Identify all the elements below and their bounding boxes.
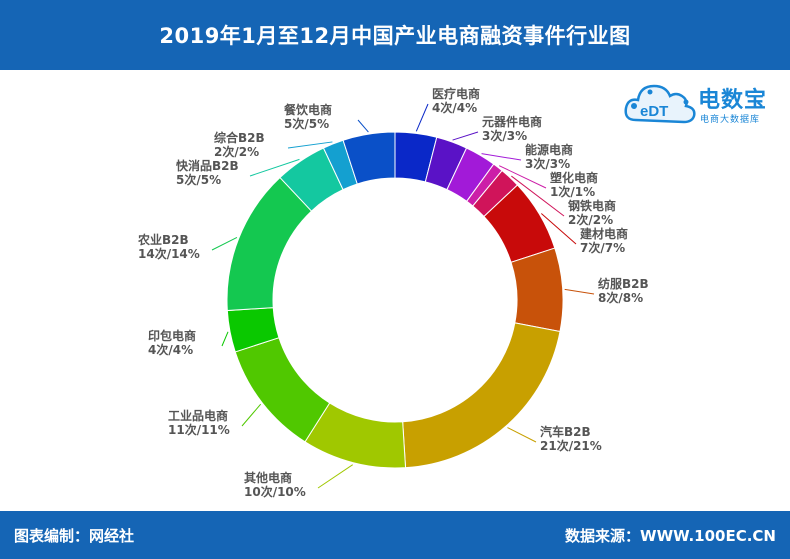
slice-name-label: 塑化电商 (550, 170, 598, 185)
slice-value-label: 10次/10% (244, 484, 306, 499)
slice-value-label: 5次/5% (284, 116, 329, 131)
slice-name-label: 综合B2B (214, 130, 265, 145)
slice-name-label: 医疗电商 (432, 86, 480, 101)
slice-value-label: 8次/8% (598, 290, 643, 305)
leader-line-4 (498, 165, 547, 189)
cloud-logo-icon: eDT (624, 84, 696, 124)
logo-main-text: 电数宝 (698, 88, 768, 113)
leader-line-11 (221, 331, 229, 347)
slice-name-label: 能源电商 (525, 142, 573, 157)
leader-line-6 (540, 213, 577, 245)
slice-value-label: 4次/4% (148, 342, 193, 357)
slice-name-label: 印包电商 (148, 328, 196, 343)
logo-sub-text: 电商大数据库 (700, 115, 761, 125)
slice-name-label: 汽车B2B (540, 424, 591, 439)
slice-name-label: 快消品B2B (176, 158, 239, 173)
logo: eDT 电数宝 电商大数据库 (622, 76, 772, 136)
slice-15 (342, 131, 396, 185)
slice-name-label: 农业B2B (137, 232, 189, 247)
donut-chart: 医疗电商4次/4%元器件电商3次/3%能源电商3次/3%塑化电商1次/1%钢铁电… (137, 86, 649, 499)
slice-name-label: 工业品电商 (168, 408, 228, 423)
slice-value-label: 3次/3% (525, 156, 570, 171)
leader-line-8 (507, 427, 537, 443)
chart-title: 2019年1月至12月中国产业电商融资事件行业图 (159, 24, 631, 48)
slice-value-label: 2次/2% (568, 212, 613, 227)
leader-line-1 (415, 103, 429, 132)
leader-line-14 (287, 141, 333, 149)
leader-line-7 (564, 288, 595, 295)
slice-name-label: 建材电商 (579, 226, 628, 241)
leader-line-3 (481, 153, 522, 161)
leader-line-13 (249, 158, 300, 177)
leader-line-5 (511, 175, 565, 217)
slice-value-label: 14次/14% (138, 246, 200, 261)
logo-mark-text: eDT (640, 103, 668, 120)
slice-value-label: 11次/11% (168, 422, 230, 437)
slice-value-label: 3次/3% (482, 128, 527, 143)
slice-value-label: 2次/2% (214, 144, 259, 159)
leader-line-12 (211, 236, 238, 251)
title-bar: 2019年1月至12月中国产业电商融资事件行业图 (0, 0, 790, 70)
slice-value-label: 21次/21% (540, 438, 602, 453)
slice-name-label: 元器件电商 (482, 114, 542, 129)
footer-source: 数据来源：WWW.100EC.CN (565, 527, 776, 545)
slice-name-label: 餐饮电商 (284, 102, 332, 117)
leader-line-10 (241, 403, 262, 427)
footer-bar: 图表编制：网经社 数据来源：WWW.100EC.CN (0, 511, 790, 559)
slice-10 (234, 337, 331, 443)
footer-credit: 图表编制：网经社 (14, 527, 135, 545)
slice-8 (402, 322, 561, 469)
leader-line-9 (317, 464, 354, 489)
slice-value-label: 1次/1% (550, 184, 595, 199)
slice-7 (510, 247, 564, 333)
leader-line-15 (357, 119, 369, 133)
slice-name-label: 其他电商 (244, 470, 292, 485)
slice-name-label: 纺服B2B (598, 276, 649, 291)
leader-line-2 (452, 131, 479, 141)
slice-value-label: 7次/7% (580, 240, 625, 255)
slice-name-label: 钢铁电商 (568, 198, 616, 213)
slice-value-label: 5次/5% (176, 172, 221, 187)
slice-value-label: 4次/4% (432, 100, 477, 115)
